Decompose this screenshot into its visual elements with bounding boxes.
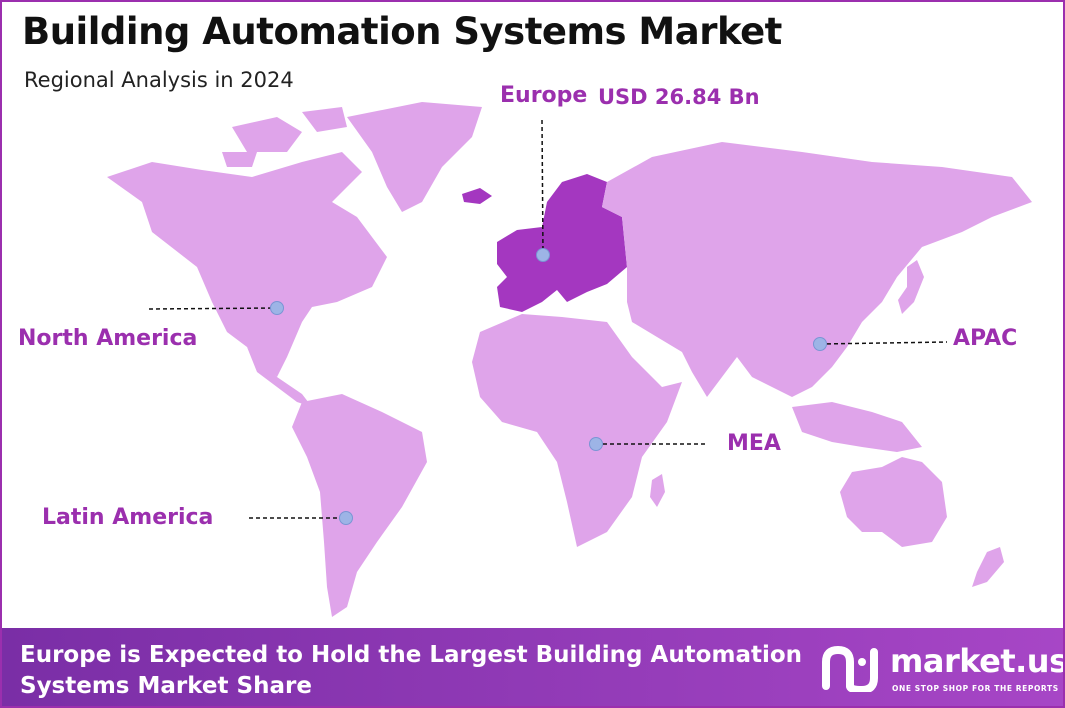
australia-landmass [840, 457, 947, 547]
greenland-landmass [347, 102, 482, 212]
southeast-asia-islands-landmass [792, 402, 922, 452]
market-us-logo-icon [822, 645, 878, 692]
africa-landmass [472, 314, 682, 547]
latin-america-marker [339, 511, 353, 525]
iceland-landmass [462, 188, 492, 204]
madagascar-landmass [650, 474, 665, 507]
page-subtitle: Regional Analysis in 2024 [24, 68, 294, 92]
asia-landmass [602, 142, 1032, 397]
world-map [107, 102, 1032, 617]
apac-leader [819, 341, 948, 345]
europe-landmass [497, 174, 627, 312]
apac-marker [813, 337, 827, 351]
new-zealand-landmass [972, 547, 1004, 587]
brand-name: market.us [890, 642, 1065, 680]
north-america-marker [270, 301, 284, 315]
mea-label: MEA [727, 431, 781, 456]
mea-marker [589, 437, 603, 451]
japan-landmass [898, 260, 924, 314]
latin-america-label: Latin America [42, 505, 214, 530]
arctic-islands-landmass [222, 107, 347, 167]
north-america-landmass [107, 152, 387, 377]
brand-tagline: ONE STOP SHOP FOR THE REPORTS [892, 684, 1059, 693]
page-title: Building Automation Systems Market [22, 10, 782, 53]
north-america-leader [148, 307, 278, 310]
south-america-landmass [292, 394, 427, 617]
europe-marker [536, 248, 550, 262]
apac-label: APAC [953, 326, 1018, 351]
footer-headline: Europe is Expected to Hold the Largest B… [20, 642, 803, 699]
footer-banner: Europe is Expected to Hold the Largest B… [2, 628, 1063, 706]
brand-logo: market.us ONE STOP SHOP FOR THE REPORTS [820, 642, 1063, 698]
central-america-landmass [247, 347, 312, 407]
europe-label: Europe [500, 83, 588, 108]
north-america-label: North America [18, 326, 198, 351]
europe-leader [541, 119, 544, 255]
europe-value: USD 26.84 Bn [598, 85, 760, 109]
